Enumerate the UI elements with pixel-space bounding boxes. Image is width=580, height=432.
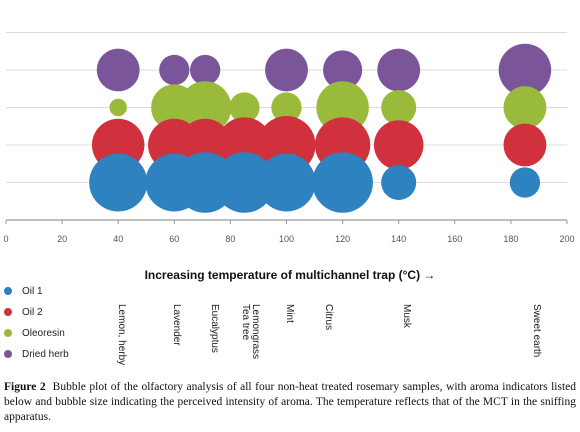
caption-label: Figure 2 xyxy=(4,381,46,393)
aroma-label-lemon-herby: Lemon, herby xyxy=(116,304,127,366)
x-tick-label: 120 xyxy=(335,234,350,244)
x-axis-label: Increasing temperature of multichannel t… xyxy=(144,268,436,282)
x-tick-label: 180 xyxy=(503,234,518,244)
bubble-oleoresin-71 xyxy=(178,81,232,134)
legend-swatch-oil-1 xyxy=(4,287,12,295)
legend-item-oleoresin: Oleoresin xyxy=(4,326,65,340)
bubble-oil-1-140 xyxy=(381,165,417,200)
aroma-label-sweet-earth: Sweet earth xyxy=(531,304,542,358)
bubble-oleoresin-40 xyxy=(109,98,127,117)
bubble-dried-herb-140 xyxy=(377,48,421,92)
figure-caption: Figure 2 Bubble plot of the olfactory an… xyxy=(4,380,576,425)
legend-swatch-dried-herb xyxy=(4,350,12,358)
x-tick-label: 200 xyxy=(559,234,574,244)
legend-item-oil-2: Oil 2 xyxy=(4,305,43,319)
legend-item-oil-1: Oil 1 xyxy=(4,284,43,298)
aroma-label-lemongrass-tea-tree: Lemongrass Tea tree xyxy=(240,304,261,360)
bubble-oleoresin-85 xyxy=(229,92,260,123)
bubble-oil-1-40 xyxy=(89,153,148,212)
bubble-oleoresin-185 xyxy=(503,86,547,129)
bubble-oil-2-140 xyxy=(373,120,424,170)
legend-item-dried-herb: Dried herb xyxy=(4,347,69,361)
x-tick-label: 80 xyxy=(225,234,235,244)
x-tick-label: 0 xyxy=(3,234,8,244)
legend-swatch-oil-2 xyxy=(4,308,12,316)
bubble-dried-herb-40 xyxy=(96,48,140,92)
x-tick-label: 140 xyxy=(391,234,406,244)
bubble-layer xyxy=(89,43,552,213)
bubble-chart: 0 20 40 60 80 100 120 140 160 180 200 xyxy=(3,32,575,244)
legend-label-dried-herb: Dried herb xyxy=(22,348,69,360)
legend-label-oleoresin: Oleoresin xyxy=(22,327,65,339)
aroma-label-citrus: Citrus xyxy=(323,304,334,331)
legend-label-oil-2: Oil 2 xyxy=(22,306,43,318)
aroma-label-eucalyptus: Eucalyptus xyxy=(209,304,220,353)
bubble-dried-herb-100 xyxy=(265,48,308,92)
x-tick-label: 160 xyxy=(447,234,462,244)
aroma-label-lavender: Lavender xyxy=(171,304,182,346)
bubble-dried-herb-60 xyxy=(159,54,190,86)
bubble-oleoresin-120 xyxy=(316,81,369,134)
aroma-label-musk: Musk xyxy=(401,304,412,328)
bubble-dried-herb-120 xyxy=(323,50,363,90)
bubble-oleoresin-140 xyxy=(381,90,417,125)
legend-swatch-oleoresin xyxy=(4,329,12,337)
bubble-oleoresin-100 xyxy=(271,92,302,123)
x-tick-label: 60 xyxy=(169,234,179,244)
x-axis: 0 20 40 60 80 100 120 140 160 180 200 xyxy=(3,220,575,244)
bubble-dried-herb-71 xyxy=(189,54,221,86)
aroma-label-mint: Mint xyxy=(284,304,295,323)
bubble-oil-1-120 xyxy=(312,152,373,213)
caption-text: Bubble plot of the olfactory analysis of… xyxy=(4,381,577,423)
bubble-oil-1-185 xyxy=(509,167,541,198)
x-tick-label: 100 xyxy=(279,234,294,244)
bubble-oil-2-185 xyxy=(503,123,547,167)
legend-label-oil-1: Oil 1 xyxy=(22,285,43,297)
bubble-oil-1-85 xyxy=(214,152,275,213)
bubble-dried-herb-185 xyxy=(498,43,552,97)
bubble-oil-1-100 xyxy=(257,153,316,212)
x-tick-label: 20 xyxy=(57,234,67,244)
x-tick-label: 40 xyxy=(113,234,123,244)
